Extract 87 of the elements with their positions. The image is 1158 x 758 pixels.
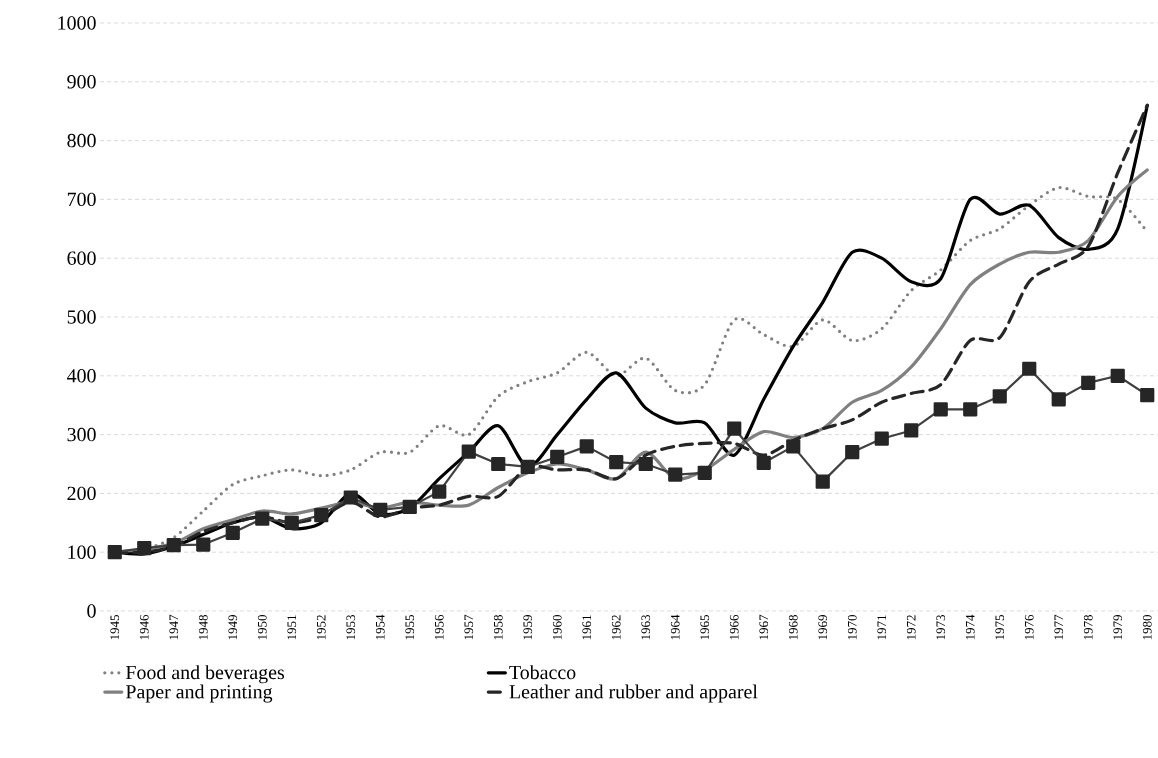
point [491, 456, 506, 472]
point [255, 511, 270, 526]
legend-label: Food and beverages [125, 665, 285, 684]
x-tick-label: 1968 [788, 615, 798, 640]
x-tick-label: 1948 [198, 615, 208, 640]
point [727, 421, 742, 436]
point [992, 389, 1007, 404]
y-tick-label: 1000 [58, 16, 96, 30]
point [520, 459, 535, 475]
point [550, 449, 565, 465]
point [668, 467, 683, 482]
point [963, 402, 978, 417]
y-tick-label: 700 [67, 192, 96, 207]
x-tick-label: 1961 [582, 615, 592, 640]
point [845, 445, 860, 460]
x-tick-label: 1950 [257, 615, 267, 640]
x-tick-label: 1974 [965, 614, 975, 640]
point [756, 455, 771, 470]
y-tick-label: 800 [67, 133, 96, 148]
point [1081, 375, 1096, 390]
x-tick-label: 1946 [139, 614, 149, 640]
x-tick-label: 1977 [1054, 614, 1064, 640]
legend-label: Tobacco [509, 665, 576, 680]
point [225, 525, 240, 540]
x-tick-label: 1947 [169, 614, 179, 640]
legend-label: Leather and rubber and apparel [509, 684, 758, 703]
x-tick-label: 1970 [847, 615, 857, 640]
y-tick-label: 300 [67, 427, 96, 442]
x-tick-label: 1952 [316, 615, 326, 640]
point [786, 439, 801, 454]
point [373, 502, 388, 517]
x-tick-label: 1972 [906, 615, 916, 640]
point [1140, 388, 1155, 403]
x-tick-label: 1980 [1142, 615, 1152, 640]
x-tick-label: 1975 [995, 615, 1005, 640]
x-tick-label: 1963 [641, 615, 651, 640]
point [815, 474, 830, 489]
x-tick-label: 1969 [818, 615, 828, 640]
legend-label: Paper and printing [125, 684, 273, 703]
point [137, 540, 152, 556]
point [579, 439, 594, 454]
point [432, 484, 447, 499]
x-tick-label: 1945 [110, 615, 120, 640]
y-tick-label: 0 [87, 604, 96, 618]
y-tick-label: 900 [67, 75, 96, 89]
point [1110, 368, 1125, 383]
point [874, 431, 889, 446]
x-tick-label: 1956 [434, 614, 444, 640]
point [314, 508, 329, 523]
x-tick-label: 1971 [877, 615, 887, 640]
x-tick-label: 1960 [552, 615, 562, 640]
x-tick-label: 1957 [464, 614, 474, 640]
x-tick-label: 1955 [405, 615, 415, 640]
y-tick-label: 600 [67, 251, 96, 265]
x-tick-label: 1953 [346, 615, 356, 640]
x-tick-label: 1979 [1113, 615, 1123, 640]
x-tick-label: 1965 [700, 615, 710, 640]
point [1051, 392, 1066, 407]
x-tick-label: 1976 [1024, 614, 1034, 640]
x-tick-label: 1959 [523, 615, 533, 640]
point [343, 490, 358, 505]
x-tick-label: 1958 [493, 615, 503, 640]
y-tick-label: 400 [66, 369, 96, 383]
x-tick-label: 1954 [375, 614, 385, 640]
point [461, 444, 476, 459]
y-tick-label: 200 [67, 486, 96, 501]
point [638, 456, 653, 472]
x-tick-label: 1949 [228, 615, 238, 640]
point [904, 423, 919, 438]
point [402, 499, 417, 515]
x-tick-label: 1973 [936, 615, 946, 640]
point [697, 465, 712, 480]
x-tick-label: 1967 [759, 614, 769, 640]
x-tick-label: 1962 [611, 615, 621, 640]
y-tick-label: 100 [68, 545, 96, 559]
point [284, 515, 299, 530]
x-tick-label: 1951 [287, 615, 297, 640]
point [933, 402, 948, 417]
point [1022, 361, 1037, 376]
point [166, 538, 181, 553]
point [107, 545, 122, 560]
point [196, 537, 211, 552]
y-tick-label: 500 [67, 310, 96, 324]
x-tick-label: 1964 [670, 614, 680, 640]
x-tick-label: 1966 [729, 614, 739, 640]
x-tick-label: 1978 [1083, 615, 1093, 640]
point [609, 455, 624, 470]
